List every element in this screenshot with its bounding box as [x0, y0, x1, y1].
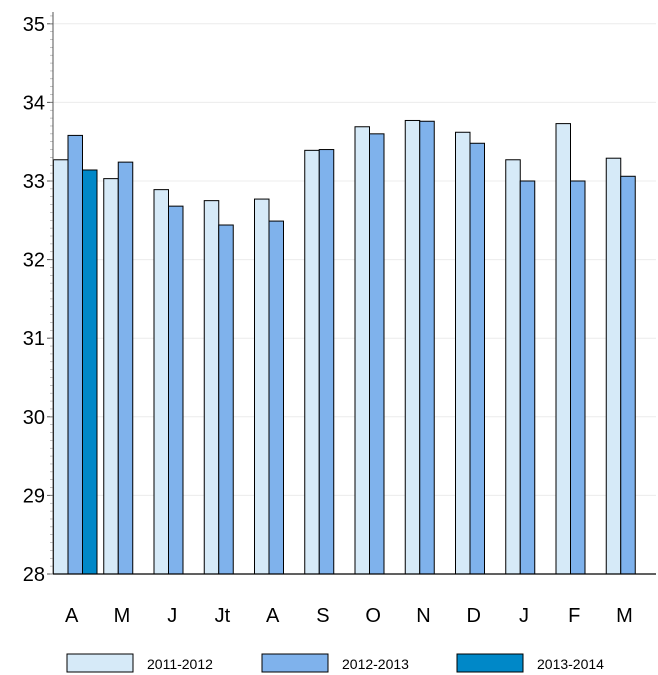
bar-2012-2013-Jt	[218, 224, 234, 575]
bar-2011-2012-J	[153, 189, 169, 575]
x-category-label: O	[365, 605, 381, 627]
bar-2012-2013-M	[117, 161, 134, 575]
bar-2012-2013-J	[168, 205, 184, 575]
x-category-label: Jt	[215, 605, 231, 627]
y-tick-label: 32	[23, 250, 45, 272]
y-tick-label: 31	[23, 328, 45, 350]
bar-2012-2013-N	[419, 120, 435, 575]
bar-2011-2012-N	[404, 119, 421, 575]
bar-2011-2012-D	[455, 131, 471, 575]
y-tick-label: 30	[23, 407, 45, 429]
bar-2012-2013-M	[620, 175, 636, 575]
x-category-label: A	[65, 605, 79, 627]
x-category-label: S	[316, 605, 329, 627]
bar-2012-2013-F	[570, 180, 586, 575]
bar-2011-2012-A	[254, 198, 270, 575]
y-tick-label: 29	[23, 485, 45, 507]
legend-swatch	[66, 653, 134, 673]
legend-label: 2013-2014	[537, 656, 604, 672]
y-tick-label: 33	[23, 171, 45, 193]
x-category-label: J	[519, 605, 529, 627]
x-category-label: F	[568, 605, 580, 627]
y-tick-label: 34	[23, 92, 45, 114]
bar-2012-2013-D	[469, 142, 485, 575]
bar-2011-2012-A	[53, 159, 69, 575]
x-axis-category-labels: A M J Jt A S O N D J F M	[65, 605, 633, 627]
bar-2011-2012-Jt	[203, 200, 220, 575]
x-category-label: A	[266, 605, 280, 627]
bar-2011-2012-M	[605, 157, 622, 575]
y-tick-label: 28	[23, 564, 45, 586]
x-category-label: M	[616, 605, 633, 627]
bar-2013-2014-A	[82, 169, 98, 575]
x-category-label: J	[167, 605, 177, 627]
legend-label: 2012-2013	[342, 656, 409, 672]
y-tick-label: 35	[23, 14, 45, 36]
bar-2012-2013-J	[519, 180, 536, 575]
bar-2011-2012-O	[354, 126, 370, 575]
legend-swatch	[261, 653, 329, 673]
bar-2011-2012-F	[555, 123, 571, 575]
bar-2011-2012-M	[103, 178, 119, 575]
bar-2012-2013-S	[318, 149, 335, 575]
legend-swatch	[456, 653, 524, 673]
bars-group	[53, 119, 636, 575]
legend-label: 2011-2012	[147, 656, 213, 672]
bar-2012-2013-A	[268, 220, 284, 575]
legend: 2011-2012 2012-2013 2013-2014	[66, 653, 604, 673]
bar-2011-2012-S	[304, 149, 320, 575]
x-category-label: D	[466, 605, 480, 627]
x-category-label: N	[416, 605, 430, 627]
bar-2012-2013-A	[67, 134, 83, 575]
bar-2011-2012-J	[505, 159, 521, 575]
y-axis-tick-labels: 28 29 30 31 32 33 34 35	[23, 14, 45, 586]
x-category-label: M	[114, 605, 131, 627]
bar-2012-2013-O	[369, 133, 385, 575]
